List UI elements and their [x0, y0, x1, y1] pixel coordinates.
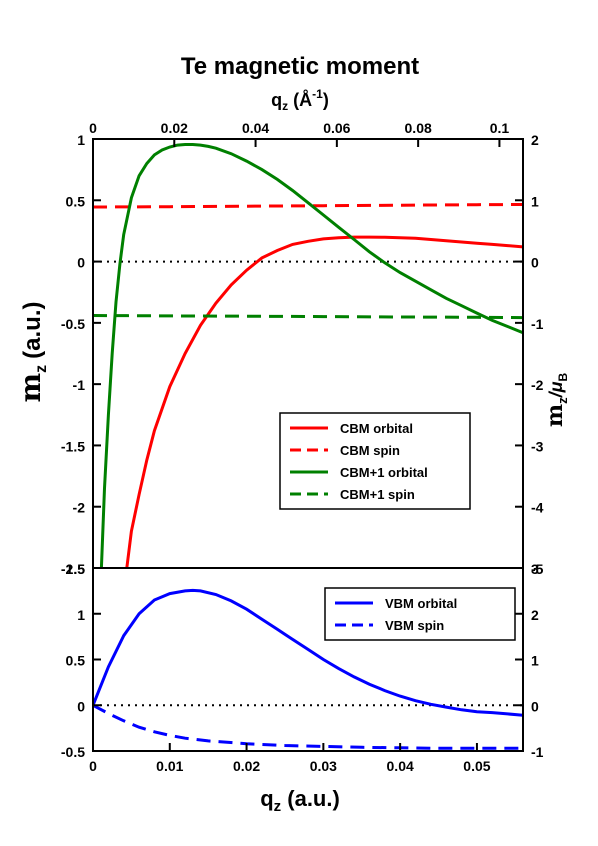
bottom-x-tick-label-4: 0.04: [387, 758, 414, 774]
y-tick-label-left-upper-3: -0.5: [61, 316, 85, 332]
y-tick-label-right-upper-7: -5: [531, 561, 544, 577]
top-x-tick-label-1: 0.02: [161, 120, 188, 136]
top-x-tick-label-5: 0.1: [490, 120, 510, 136]
series-group-upper: [93, 143, 523, 568]
y-tick-label-left-upper-6: -2: [73, 500, 86, 516]
y-tick-label-right-upper-4: -2: [531, 377, 544, 393]
left-y-axis-label-main: m: [14, 373, 47, 403]
bottom-x-axis-label-main: q: [260, 786, 273, 811]
left-y-axis-label-unit: (a.u.): [19, 302, 46, 359]
y-tick-label-right-upper-6: -4: [531, 500, 544, 516]
bottom-x-axis-label-rest: (a.u.): [281, 786, 340, 811]
top-x-axis-label: qz (Å-1): [271, 87, 329, 113]
upper-panel: 1 2 0.5 1 0 0 -0.5 -1 -1 -2 -1.5 -3 -2 -4 -2.5 -5 CBM or…: [61, 132, 544, 577]
top-x-axis-label-close: ): [323, 90, 329, 110]
left-y-axis-label: mz (a.u.): [14, 302, 50, 403]
series-group-lower: [93, 588, 523, 750]
legend-label-upper-1: CBM spin: [340, 443, 400, 458]
y-tick-label-right-upper-3: -1: [531, 316, 544, 332]
bottom-x-tick-label-0: 0: [89, 758, 97, 774]
bottom-x-axis-ticks: 0 0.01 0.02 0.03 0.04 0.05: [89, 743, 491, 774]
legend-label-lower-0: VBM orbital: [385, 596, 457, 611]
series-line-lower-0: [93, 588, 523, 717]
bottom-x-tick-label-1: 0.01: [156, 758, 183, 774]
top-x-tick-label-2: 0.04: [242, 120, 269, 136]
top-x-tick-label-4: 0.08: [405, 120, 432, 136]
y-tick-label-left-upper-2: 0: [77, 255, 85, 271]
y-tick-label-left-lower-3: -0.5: [61, 744, 85, 760]
y-tick-label-left-upper-7: -2.5: [61, 561, 85, 577]
top-x-tick-label-0: 0: [89, 120, 97, 136]
top-x-axis-label-rest: (Å: [288, 90, 312, 110]
top-x-axis-label-sup: -1: [312, 87, 323, 101]
bottom-x-tick-label-5: 0.05: [463, 758, 490, 774]
chart-title: Te magnetic moment: [181, 53, 419, 80]
y-tick-label-left-lower-2: 0: [77, 698, 85, 714]
top-x-axis-label-sub: z: [282, 99, 288, 113]
y-tick-label-right-upper-2: 0: [531, 255, 539, 271]
bottom-x-tick-label-3: 0.03: [310, 758, 337, 774]
series-line-upper-2: [99, 143, 523, 568]
legend-label-upper-2: CBM+1 orbital: [340, 465, 428, 480]
series-line-upper-1: [93, 203, 523, 209]
y-tick-label-right-lower-top: 3: [531, 561, 539, 577]
y-tick-label-left-lower-top: 1.5: [66, 561, 86, 577]
series-line-lower-1: [93, 703, 523, 750]
legend-box-lower: [324, 587, 516, 641]
bottom-x-tick-label-2: 0.02: [233, 758, 260, 774]
top-x-tick-label-3: 0.06: [323, 120, 350, 136]
y-tick-label-left-lower-1: 0.5: [66, 653, 86, 669]
y-tick-label-right-upper-5: -3: [531, 438, 544, 454]
lower-panel: 1 2 0.5 1 0 0 -0.5 -1 1.5 3 VBM orbital VBM spin: [61, 561, 544, 760]
top-x-axis-label-main: q: [271, 90, 282, 110]
y-tick-label-left-upper-4: -1: [73, 377, 86, 393]
right-y-axis-label: mz/μB: [542, 373, 570, 428]
series-line-upper-3: [93, 314, 523, 320]
right-y-axis-label-unit-sub: B: [556, 373, 570, 382]
y-tick-label-left-upper-5: -1.5: [61, 438, 85, 454]
y-tick-label-right-upper-1: 1: [531, 193, 539, 209]
legend-upper: CBM orbital CBM spin CBM+1 orbital CBM+1 sp…: [279, 412, 471, 510]
legend-lower: VBM orbital VBM spin: [324, 587, 516, 641]
top-x-axis-ticks: 0 0.02 0.04 0.06 0.08 0.1: [89, 120, 509, 147]
bottom-x-axis-label-sub: z: [274, 798, 282, 815]
y-tick-label-left-upper-1: 0.5: [66, 193, 86, 209]
right-y-axis-label-unit: /μ: [546, 381, 566, 398]
legend-label-upper-0: CBM orbital: [340, 421, 413, 436]
right-y-axis-label-sub: z: [555, 397, 570, 404]
left-y-axis-label-sub: z: [33, 365, 50, 373]
y-tick-label-left-upper-0: 1: [77, 132, 85, 148]
y-tick-label-right-upper-0: 2: [531, 132, 539, 148]
series-line-upper-0: [125, 235, 523, 568]
right-y-axis-label-main: m: [542, 404, 568, 427]
y-tick-label-left-lower-0: 1: [77, 607, 85, 623]
legend-label-lower-1: VBM spin: [385, 618, 444, 633]
bottom-x-axis-label: qz (a.u.): [260, 786, 340, 815]
legend-label-upper-3: CBM+1 spin: [340, 487, 415, 502]
y-tick-label-right-lower-3: -1: [531, 744, 544, 760]
y-tick-label-right-lower-2: 0: [531, 698, 539, 714]
y-tick-label-right-lower-1: 1: [531, 653, 539, 669]
y-tick-label-right-lower-0: 2: [531, 607, 539, 623]
